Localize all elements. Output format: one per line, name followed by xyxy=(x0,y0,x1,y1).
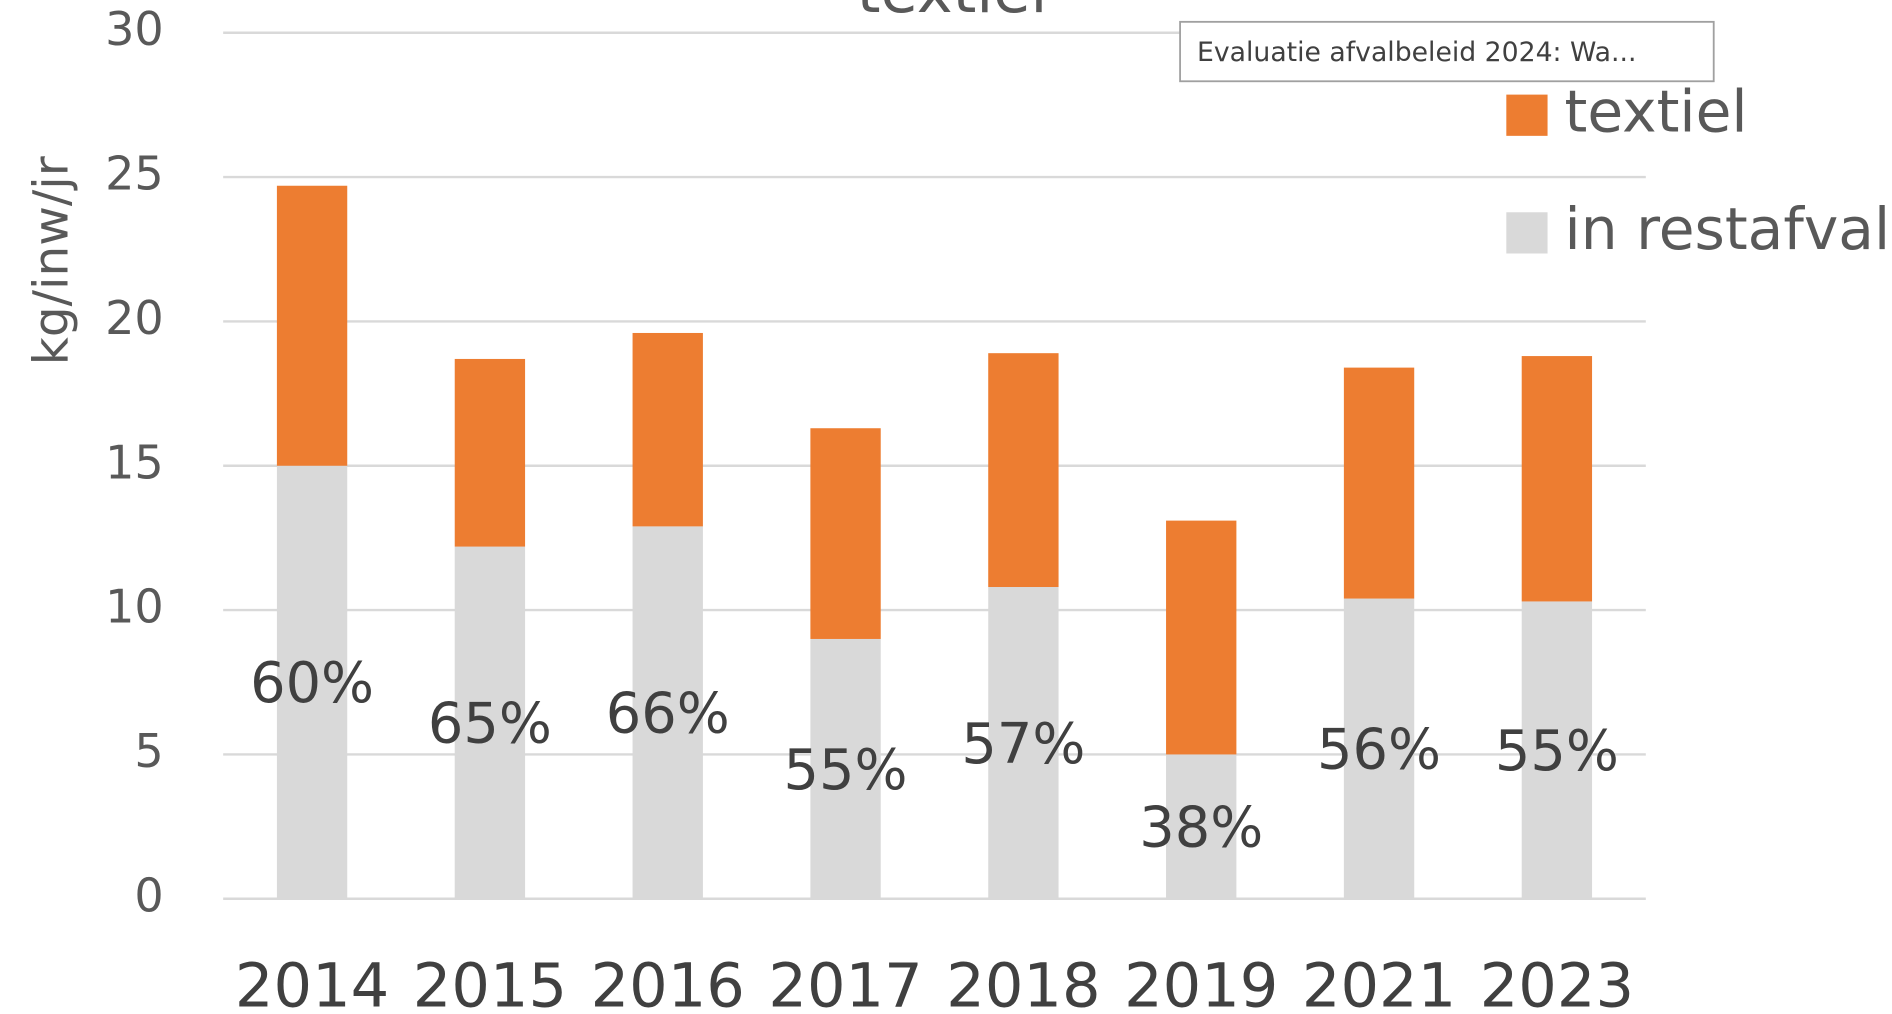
tooltip-text: Evaluatie afvalbeleid 2024: Wa... xyxy=(1197,37,1636,68)
legend-swatch xyxy=(1506,94,1548,136)
bar-segment xyxy=(988,353,1059,588)
x-tick-label: 2019 xyxy=(1124,951,1278,1014)
x-tick-label: 2017 xyxy=(768,951,922,1014)
y-tick-label: 30 xyxy=(105,2,164,56)
bar-segment xyxy=(276,185,348,466)
bar-segment xyxy=(454,546,526,899)
bar-segment xyxy=(1521,356,1593,602)
data-label: 38% xyxy=(1139,796,1263,861)
bar-segment xyxy=(1166,754,1237,899)
legend-swatch xyxy=(1506,212,1548,254)
x-tick-label: 2015 xyxy=(413,951,567,1014)
x-tick-label: 2014 xyxy=(235,951,389,1014)
x-tick-label: 2021 xyxy=(1302,951,1456,1014)
x-tick-label: 2023 xyxy=(1480,951,1634,1014)
bar-segment xyxy=(1343,598,1415,899)
y-tick-label: 15 xyxy=(105,435,164,489)
y-tick-label: 20 xyxy=(105,291,164,345)
bar-segment xyxy=(632,332,703,527)
data-label: 55% xyxy=(1495,719,1619,784)
data-label: 66% xyxy=(606,682,730,747)
legend-label: in restafval xyxy=(1565,195,1891,263)
bar-segment xyxy=(1521,601,1593,899)
data-label: 56% xyxy=(1317,718,1441,783)
bar-segment xyxy=(1343,367,1415,599)
y-axis-label: kg/inw/jr xyxy=(24,156,80,365)
data-label: 65% xyxy=(428,692,552,757)
bar-segment xyxy=(810,428,881,639)
x-tick-label: 2018 xyxy=(946,951,1100,1014)
data-label: 60% xyxy=(250,651,374,716)
data-label: 57% xyxy=(961,712,1085,777)
data-label: 55% xyxy=(784,738,908,803)
chart-title: textiel xyxy=(857,0,1048,27)
bar-segment xyxy=(454,358,526,547)
bar-segment xyxy=(1166,520,1237,755)
y-tick-label: 25 xyxy=(105,147,164,201)
tooltip-box xyxy=(1179,20,1715,83)
y-tick-label: 10 xyxy=(105,580,164,634)
bar-segment xyxy=(988,587,1059,899)
x-tick-label: 2016 xyxy=(591,951,745,1014)
y-tick-label: 5 xyxy=(134,724,163,778)
legend-label: textiel xyxy=(1565,77,1748,145)
bar-segment xyxy=(276,465,348,899)
bar-segment xyxy=(810,638,881,899)
y-tick-label: 0 xyxy=(134,868,163,922)
bar-segment xyxy=(632,526,703,899)
